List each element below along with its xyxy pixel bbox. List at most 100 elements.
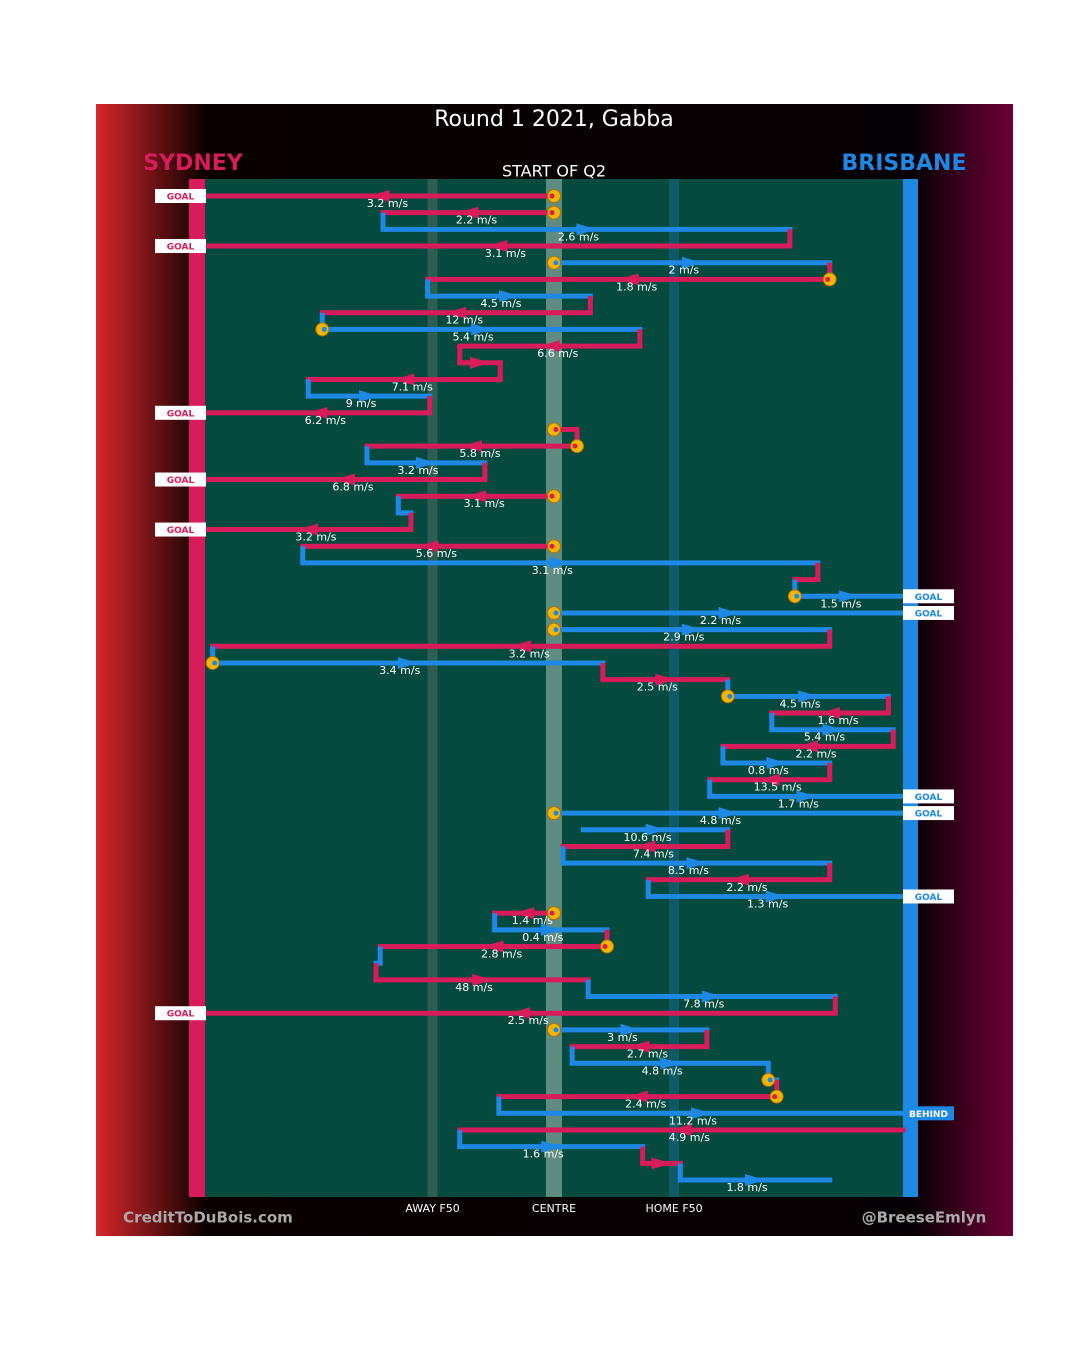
speed-label: 7.1 m/s xyxy=(392,380,433,393)
arrow xyxy=(796,790,817,803)
result-label: GOAL xyxy=(167,1010,195,1020)
stoppage-dot xyxy=(549,543,555,549)
arrow xyxy=(681,256,702,269)
arrow xyxy=(681,623,702,636)
speed-label: 3.2 m/s xyxy=(509,647,550,660)
arrow xyxy=(458,206,479,219)
stoppage-dot xyxy=(553,810,559,816)
speed-label: 6.6 m/s xyxy=(537,347,578,360)
field-lane xyxy=(427,179,438,1197)
stoppage-dot xyxy=(549,910,555,916)
arrow xyxy=(655,673,676,686)
result-label: GOAL xyxy=(915,593,943,603)
result-box xyxy=(903,1106,954,1121)
arrow xyxy=(297,523,318,536)
stoppage-dot xyxy=(321,326,327,332)
arrow xyxy=(511,640,532,653)
speed-label: 0.4 m/s xyxy=(522,931,563,944)
left-team: SYDNEY xyxy=(143,151,243,176)
speed-label: 2 m/s xyxy=(669,264,700,277)
result-box xyxy=(155,522,206,537)
arrow xyxy=(466,490,487,503)
title: Round 1 2021, Gabba xyxy=(434,107,674,132)
speed-label: 4.5 m/s xyxy=(779,697,820,710)
arrow xyxy=(397,656,418,669)
speed-label: 9 m/s xyxy=(346,397,377,410)
speed-label: 3.2 m/s xyxy=(367,197,408,210)
result-label: BEHIND xyxy=(909,1110,948,1120)
speed-label: 6.8 m/s xyxy=(332,481,373,494)
credit: CreditToDuBois.com xyxy=(123,1209,293,1227)
speed-label: 2.2 m/s xyxy=(700,614,741,627)
speed-label: 4.8 m/s xyxy=(642,1064,683,1077)
arrow xyxy=(651,1157,672,1170)
speed-label: 2.9 m/s xyxy=(663,631,704,644)
speed-label: 2.7 m/s xyxy=(627,1048,668,1061)
speed-label: 2.5 m/s xyxy=(508,1014,549,1027)
stoppage-dot xyxy=(727,693,733,699)
arrow xyxy=(718,807,739,820)
arrow xyxy=(359,390,380,403)
arrow xyxy=(660,1057,681,1070)
speed-label: 1.6 m/s xyxy=(817,714,858,727)
speed-label: 4.5 m/s xyxy=(480,297,521,310)
speed-label: 11.2 m/s xyxy=(669,1114,717,1127)
speed-label: 4.9 m/s xyxy=(669,1131,710,1144)
arrow xyxy=(686,857,707,870)
speed-label: 2.5 m/s xyxy=(637,681,678,694)
arrow xyxy=(728,873,749,886)
stoppage-dot xyxy=(553,260,559,266)
speed-label: 2.2 m/s xyxy=(795,747,836,760)
result-box xyxy=(155,189,206,203)
speed-label: 3.2 m/s xyxy=(397,464,438,477)
field-lane xyxy=(669,179,680,1197)
arrow xyxy=(471,323,492,336)
result-label: GOAL xyxy=(915,793,943,803)
stoppage-dot xyxy=(772,1094,778,1100)
speed-label: 3.1 m/s xyxy=(532,564,573,577)
speed-label: 1.7 m/s xyxy=(778,797,819,810)
stoppage-dot xyxy=(553,1027,559,1033)
speed-label: 4.8 m/s xyxy=(700,814,741,827)
speed-label: 7.8 m/s xyxy=(683,998,724,1011)
arrow xyxy=(510,1007,531,1020)
speed-label: 10.6 m/s xyxy=(623,831,671,844)
stoppage-dot xyxy=(553,426,559,432)
arrow xyxy=(718,606,739,619)
right-goal-line xyxy=(903,179,918,1197)
arrow xyxy=(418,540,439,553)
speed-label: 2.6 m/s xyxy=(558,230,599,243)
arrow xyxy=(745,1174,766,1186)
result-box xyxy=(903,889,954,904)
result-box xyxy=(155,472,206,487)
speed-label: 3.1 m/s xyxy=(464,497,505,510)
result-label: GOAL xyxy=(915,810,943,820)
lane-label: AWAY F50 xyxy=(405,1202,459,1215)
speed-label: 1.4 m/s xyxy=(512,914,553,927)
stoppage-dot xyxy=(767,1077,773,1083)
arrow xyxy=(627,1090,648,1103)
speed-label: 5.4 m/s xyxy=(804,731,845,744)
arrow xyxy=(798,740,819,753)
arrow xyxy=(470,356,491,369)
speed-label: 12 m/s xyxy=(445,314,483,327)
speed-label: 2.8 m/s xyxy=(481,948,522,961)
result-label: GOAL xyxy=(167,409,195,419)
stoppage-dot xyxy=(549,493,555,499)
speed-label: 2.2 m/s xyxy=(456,214,497,227)
arrow xyxy=(820,707,841,720)
speed-label: 2.2 m/s xyxy=(726,881,767,894)
arrow xyxy=(701,990,722,1003)
arrow xyxy=(483,940,504,953)
result-label: GOAL xyxy=(167,193,195,203)
arrow xyxy=(822,723,843,736)
arrow xyxy=(759,773,780,786)
arrow xyxy=(766,757,787,770)
arrow xyxy=(629,1040,650,1053)
speed-label: 13.5 m/s xyxy=(754,781,802,794)
speed-label: 0.8 m/s xyxy=(748,764,789,777)
arrow xyxy=(541,1140,562,1153)
speed-label: 3.4 m/s xyxy=(379,664,420,677)
result-box xyxy=(155,239,206,254)
speed-label: 48 m/s xyxy=(455,981,493,994)
